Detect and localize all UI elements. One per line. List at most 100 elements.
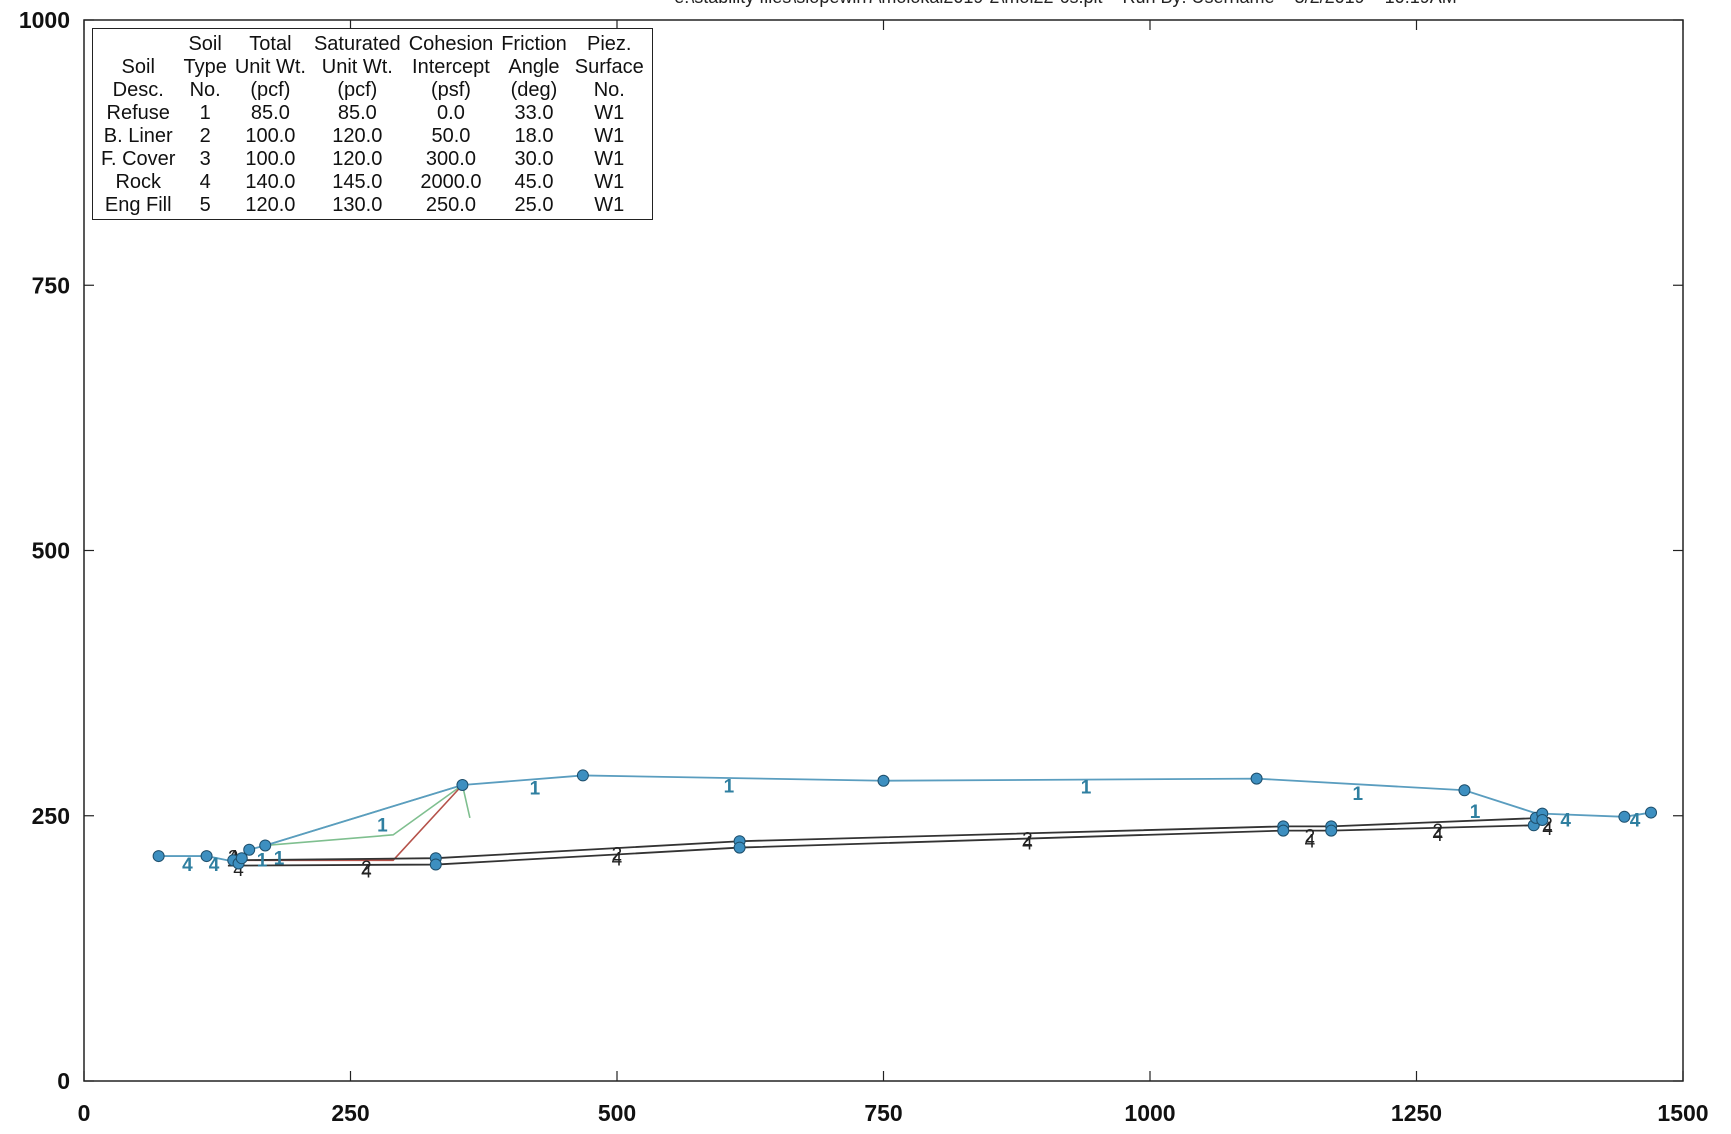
region-label: 4 <box>1560 810 1571 831</box>
data-point <box>259 839 272 852</box>
x-tick-label: 1250 <box>1391 1100 1442 1126</box>
table-cell: Refuse <box>106 102 170 124</box>
axes: 0 250 500 750 1000 1250 1500 0 250 500 750 1000 <box>19 7 1709 1126</box>
region-label: 4 <box>1432 825 1443 846</box>
table-cell: 140.0 <box>245 171 296 193</box>
region-label: 1 <box>1470 802 1481 823</box>
liner-bottom-line <box>227 824 1534 867</box>
table-cell: 4 <box>199 171 211 193</box>
data-point <box>243 843 256 856</box>
region-label: 4 <box>1542 819 1553 840</box>
table-cell: 18.0 <box>514 125 554 147</box>
soil-properties-table: Soil Total Saturated Cohesion Friction Piez. S… <box>92 28 653 220</box>
data-point <box>456 778 469 791</box>
table-cell: 85.0 <box>337 102 377 124</box>
region-label: 4 <box>182 855 193 876</box>
column-header: Cohesion <box>408 33 494 55</box>
table-cell: 85.0 <box>250 102 290 124</box>
column-header: Unit Wt. <box>321 56 393 78</box>
table-body: Refuse 1 85.0 85.0 0.0 33.0 W1 B. Liner 2 100.0 12… <box>97 102 648 217</box>
run-by: Run By: Username <box>1123 0 1275 8</box>
region-label: 1 <box>530 779 541 800</box>
table-cell: 120.0 <box>332 125 383 147</box>
file-header: e:\stability files\slopewin7\molokai2019… <box>0 0 1731 8</box>
column-header: (deg) <box>510 79 558 101</box>
table-cell: Eng Fill <box>104 194 172 216</box>
table-row: Eng Fill 5 120.0 130.0 250.0 25.0 W1 <box>97 194 648 217</box>
region-label: 2 <box>612 844 623 865</box>
data-point <box>200 850 213 863</box>
region-label: 4 <box>612 850 623 871</box>
region-label: 4 <box>1305 832 1316 853</box>
region-label: 1 <box>257 851 268 872</box>
column-header: Surface <box>574 56 644 78</box>
table-cell: B. Liner <box>103 125 173 147</box>
column-header: (pcf) <box>250 79 291 101</box>
liner-boundary-line <box>238 784 464 862</box>
y-tick-label: 500 <box>32 538 70 564</box>
table-cell: 300.0 <box>425 148 476 170</box>
region-label: 4 <box>1630 810 1641 831</box>
column-header: (pcf) <box>337 79 378 101</box>
region-label: 4 <box>233 860 244 881</box>
region-label: 2 <box>1542 815 1553 836</box>
region-label: 2 <box>1432 821 1443 842</box>
data-point <box>1618 810 1631 823</box>
y-tick-label: 0 <box>57 1068 70 1094</box>
file-path: e:\stability files\slopewin7\molokai2019… <box>674 0 1102 8</box>
refuse-boundary-line <box>265 784 463 847</box>
data-point <box>733 841 746 854</box>
data-point <box>1325 824 1338 837</box>
table-header-row: Soil Total Saturated Cohesion Friction Piez. <box>97 33 648 56</box>
x-tick-label: 250 <box>331 1100 369 1126</box>
region-labels: 111111112222222444444444444 <box>182 776 1641 882</box>
column-header: Angle <box>508 56 560 78</box>
table-header-row: Soil Type Unit Wt. Unit Wt. Intercept Angle Su… <box>97 56 648 79</box>
data-point <box>1277 824 1290 837</box>
table-cell: 2 <box>199 125 211 147</box>
liner-top-line <box>227 816 1543 862</box>
region-label: 1 <box>377 816 388 837</box>
table-cell: W1 <box>594 125 625 147</box>
column-header: Intercept <box>412 56 490 78</box>
column-header: Soil <box>188 33 222 55</box>
table-row: Refuse 1 85.0 85.0 0.0 33.0 W1 <box>97 102 648 125</box>
table-cell: 3 <box>199 148 211 170</box>
column-header: (psf) <box>430 79 471 101</box>
y-tick-label: 750 <box>32 272 70 298</box>
data-point <box>1458 784 1471 797</box>
x-tick-label: 1500 <box>1657 1100 1708 1126</box>
table-cell: Rock <box>115 171 162 193</box>
table-cell: 120.0 <box>332 148 383 170</box>
table-cell: W1 <box>594 148 625 170</box>
table-cell: 145.0 <box>332 171 383 193</box>
column-header <box>97 33 179 56</box>
data-point <box>1645 806 1658 819</box>
column-header: No. <box>189 79 221 101</box>
region-label: 4 <box>1022 834 1033 855</box>
data-point <box>877 774 890 787</box>
table-cell: 100.0 <box>245 148 296 170</box>
data-point <box>429 858 442 871</box>
table-cell: 33.0 <box>514 102 554 124</box>
table-cell: 120.0 <box>245 194 296 216</box>
y-tick-label: 250 <box>32 803 70 829</box>
data-points <box>152 769 1658 871</box>
y-tick-label: 1000 <box>19 7 70 33</box>
table-cell: 1 <box>199 102 211 124</box>
run-date: 5/2/2019 <box>1295 0 1365 8</box>
table-cell: 45.0 <box>514 171 554 193</box>
data-point <box>576 769 589 782</box>
table-cell: W1 <box>594 102 625 124</box>
region-label: 2 <box>361 858 372 879</box>
data-point <box>1250 772 1263 785</box>
table-cell: 130.0 <box>332 194 383 216</box>
data-point <box>235 852 248 865</box>
column-header: Unit Wt. <box>234 56 306 78</box>
run-time: 10:19AM <box>1385 0 1457 8</box>
table-row: F. Cover 3 100.0 120.0 300.0 30.0 W1 <box>97 148 648 171</box>
x-tick-label: 500 <box>598 1100 636 1126</box>
x-tick-label: 0 <box>78 1100 91 1126</box>
table-cell: F. Cover <box>101 148 176 170</box>
